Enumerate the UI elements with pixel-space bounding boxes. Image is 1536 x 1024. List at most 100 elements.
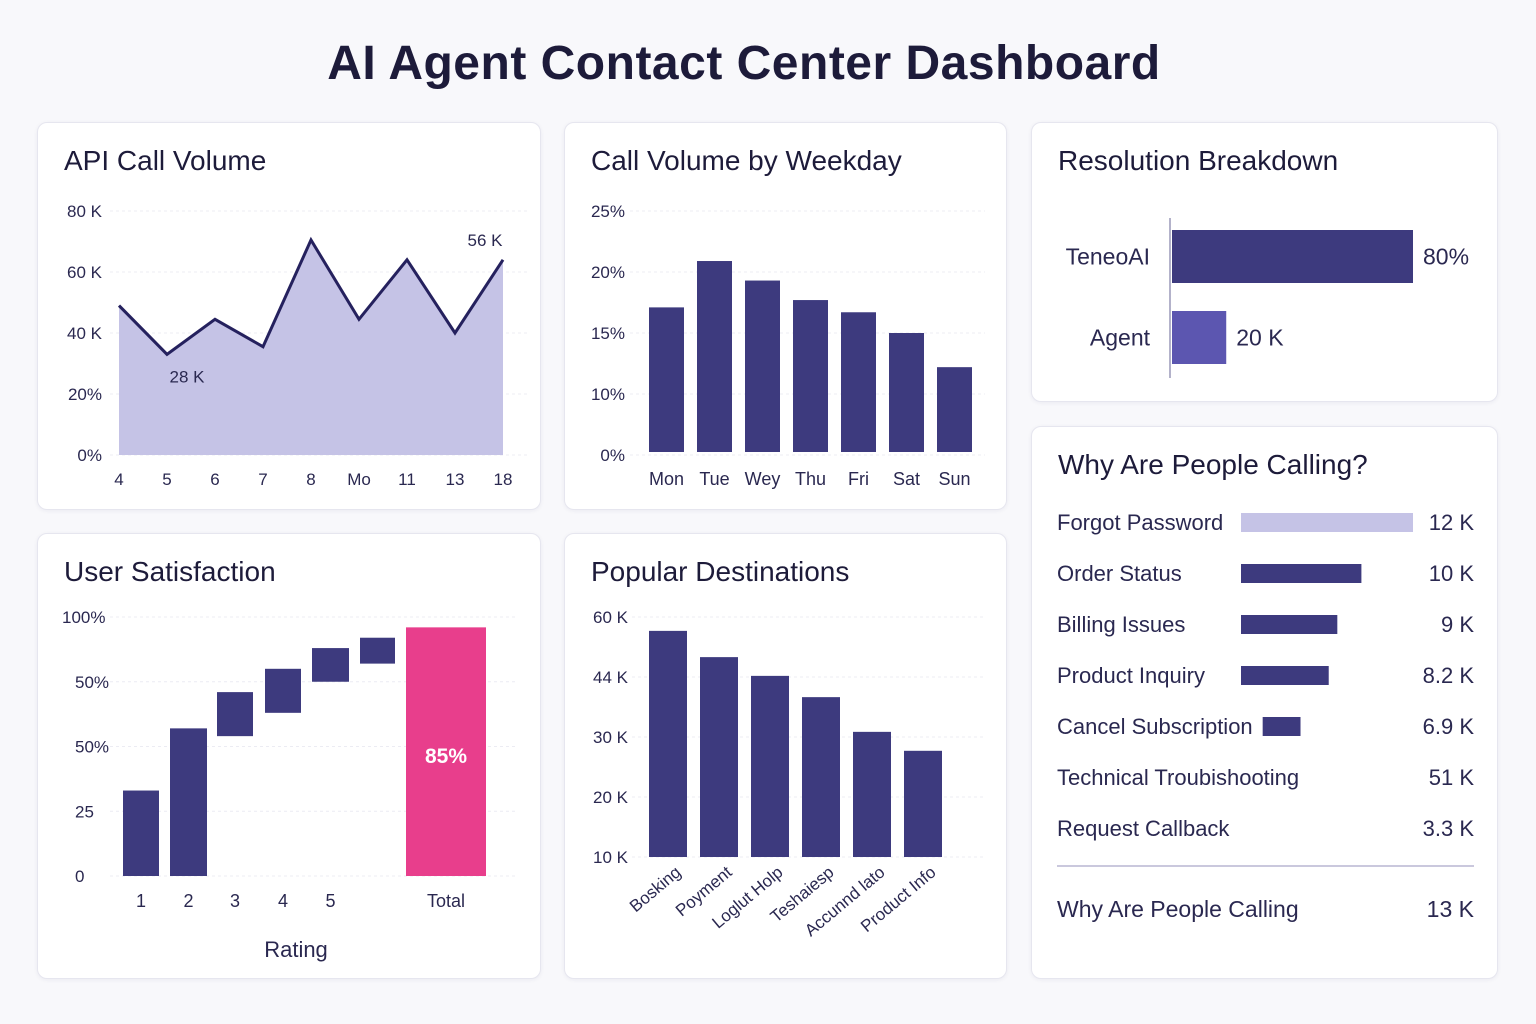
y-tick-label: 20% (68, 385, 102, 404)
x-tick-label: 5 (162, 470, 171, 489)
bar (745, 280, 780, 452)
bar (937, 367, 972, 452)
y-tick-label: 10% (591, 385, 625, 404)
x-tick-label: Tue (699, 469, 729, 489)
y-tick-label: 0% (77, 446, 102, 465)
bar (697, 261, 732, 452)
y-tick-label: 25 (75, 802, 94, 821)
reason-value: 10 K (1429, 561, 1475, 586)
bar (889, 333, 924, 452)
bar (751, 675, 789, 857)
x-tick-label: 7 (258, 470, 267, 489)
data-label: 56 K (468, 231, 504, 250)
reason-value: 6.9 K (1423, 714, 1475, 739)
reason-value: 51 K (1429, 765, 1475, 790)
bar (1172, 311, 1227, 364)
reason-label: Technical Troubishooting (1057, 765, 1299, 790)
y-tick-label: 0% (600, 446, 625, 465)
bar (1241, 564, 1362, 583)
x-tick-label: 1 (136, 891, 146, 911)
card-title: User Satisfaction (64, 556, 276, 587)
x-tick-label: 3 (230, 891, 240, 911)
bar (1241, 513, 1413, 532)
data-label: 28 K (170, 367, 206, 386)
x-tick-label: 11 (398, 470, 416, 489)
bar (170, 728, 207, 876)
reason-label: Order Status (1057, 561, 1182, 586)
category-label: Agent (1090, 325, 1151, 351)
total-label: Why Are People Calling (1057, 896, 1299, 922)
bar (1172, 230, 1413, 283)
total-bar (406, 627, 486, 876)
bar (853, 731, 891, 857)
y-tick-label: 25% (591, 202, 625, 221)
card-resolution-breakdown: Resolution Breakdown (1031, 122, 1498, 402)
bar (312, 648, 349, 682)
bar (1241, 615, 1338, 634)
y-tick-label: 40 K (67, 324, 103, 343)
x-tick-label: 4 (114, 470, 123, 489)
card-title: Popular Destinations (591, 556, 850, 587)
bar (649, 630, 687, 857)
x-tick-label: 4 (278, 891, 288, 911)
reason-label: Billing Issues (1057, 612, 1185, 637)
bar (360, 637, 395, 664)
x-tick-label: Fri (848, 469, 869, 489)
y-tick-label: 60 K (593, 608, 629, 627)
bar (802, 697, 840, 857)
reason-value: 12 K (1429, 510, 1475, 535)
bar (1262, 717, 1301, 736)
x-axis-title: Rating (264, 937, 328, 962)
bar (700, 657, 738, 857)
y-tick-label: 60 K (67, 263, 103, 282)
bar (793, 300, 828, 452)
y-tick-label: 50% (75, 673, 109, 692)
y-tick-label: 80 K (67, 202, 103, 221)
x-tick-label: Mon (649, 469, 684, 489)
x-tick-label: 2 (183, 891, 193, 911)
y-tick-label: 20% (591, 263, 625, 282)
y-tick-label: 15% (591, 324, 625, 343)
y-tick-label: 0 (75, 867, 84, 886)
value-label: 20 K (1236, 325, 1284, 351)
category-label: TeneoAI (1066, 244, 1150, 270)
bar (265, 668, 301, 713)
page-title: AI Agent Contact Center Dashboard (327, 37, 1161, 90)
x-tick-label: 18 (494, 470, 513, 489)
bar (217, 692, 253, 737)
x-tick-label: Mo (347, 470, 371, 489)
reason-value: 3.3 K (1423, 816, 1475, 841)
x-tick-label: Total (427, 891, 465, 911)
y-tick-label: 30 K (593, 728, 629, 747)
x-tick-label: 6 (210, 470, 219, 489)
reason-value: 8.2 K (1423, 663, 1475, 688)
reason-label: Request Callback (1057, 816, 1230, 841)
total-value: 13 K (1427, 896, 1475, 922)
value-label: 80% (1423, 244, 1469, 270)
bar (649, 307, 684, 452)
total-value-label: 85% (425, 745, 467, 768)
area-fill (119, 239, 503, 455)
bar (123, 790, 159, 876)
bar (904, 750, 942, 857)
x-tick-label: Sat (893, 469, 920, 489)
card-call-volume-weekday: Call Volume by Weekday (564, 122, 1007, 510)
card-title: Resolution Breakdown (1058, 145, 1339, 176)
bar (841, 312, 876, 452)
reason-label: Product Inquiry (1057, 663, 1205, 688)
y-tick-label: 20 K (593, 788, 629, 807)
x-tick-label: Wey (745, 469, 781, 489)
x-tick-label: Thu (795, 469, 826, 489)
x-tick-label: 8 (306, 470, 315, 489)
y-tick-label: 10 K (593, 848, 629, 867)
x-tick-label: 5 (325, 891, 335, 911)
card-title: Why Are People Calling? (1058, 449, 1368, 480)
x-tick-label: Sun (938, 469, 970, 489)
y-tick-label: 100% (62, 608, 105, 627)
card-title: Call Volume by Weekday (591, 145, 902, 176)
reason-value: 9 K (1441, 612, 1474, 637)
bar (1241, 666, 1329, 685)
x-tick-label: 13 (446, 470, 465, 489)
reason-label: Cancel Subscription (1057, 714, 1253, 739)
